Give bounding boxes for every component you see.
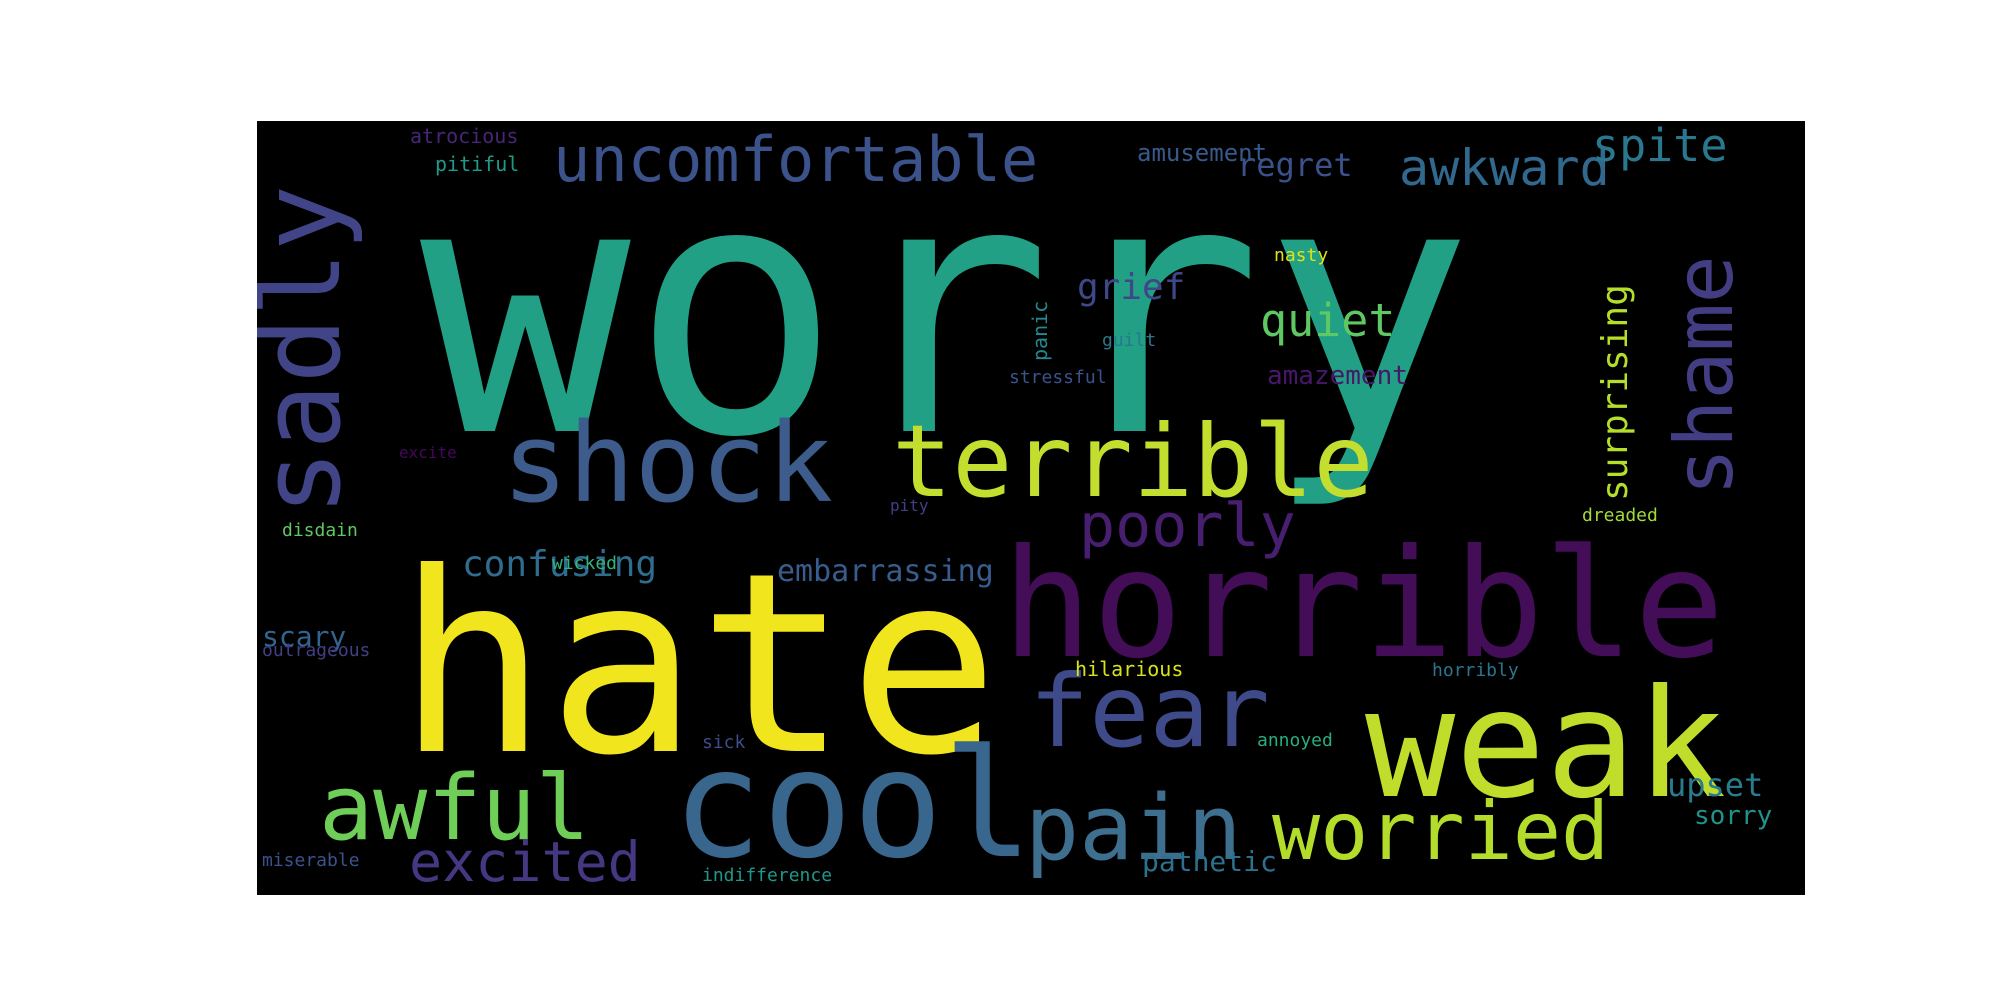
cloud-word-pain: pain bbox=[1025, 776, 1242, 881]
cloud-word-quiet: quiet bbox=[1260, 294, 1395, 347]
cloud-word-outrageous: outrageous bbox=[262, 640, 370, 661]
cloud-word-fear: fear bbox=[1029, 653, 1270, 770]
cloud-word-pitiful: pitiful bbox=[435, 152, 519, 176]
cloud-word-nasty: nasty bbox=[1274, 245, 1328, 266]
cloud-word-miserable: miserable bbox=[262, 850, 360, 871]
cloud-word-sick: sick bbox=[702, 732, 746, 753]
cloud-word-guilt: guilt bbox=[1102, 330, 1156, 351]
cloud-word-awful: awful bbox=[319, 756, 590, 861]
cloud-word-hate: hate bbox=[397, 519, 999, 810]
cloud-word-awkward: awkward bbox=[1399, 139, 1610, 197]
cloud-word-excite: excite bbox=[399, 443, 457, 462]
cloud-word-pathetic: pathetic bbox=[1142, 845, 1277, 878]
cloud-word-confusing: confusing bbox=[462, 544, 657, 585]
cloud-word-annoyed: annoyed bbox=[1257, 730, 1333, 751]
word-cloud: worry hate horrible cool weak shock terrible sa… bbox=[257, 121, 1805, 895]
cloud-word-hilarious: hilarious bbox=[1075, 657, 1183, 681]
cloud-word-wicked: wicked bbox=[552, 553, 617, 574]
cloud-word-sadly: sadly bbox=[257, 185, 365, 516]
cloud-word-poorly: poorly bbox=[1079, 491, 1296, 561]
cloud-word-regret: regret bbox=[1237, 146, 1353, 184]
cloud-word-cool: cool bbox=[672, 718, 1033, 892]
cloud-word-weak: weak bbox=[1365, 658, 1726, 832]
cloud-word-embarrassing: embarrassing bbox=[777, 554, 994, 589]
cloud-word-surprising: surprising bbox=[1595, 284, 1636, 501]
cloud-word-horrible: horrible bbox=[1002, 518, 1724, 692]
cloud-word-upset: upset bbox=[1667, 766, 1763, 804]
cloud-word-stressful: stressful bbox=[1009, 367, 1107, 388]
cloud-word-disdain: disdain bbox=[282, 520, 358, 541]
cloud-word-indifference: indifference bbox=[702, 865, 832, 886]
cloud-word-excited: excited bbox=[409, 830, 641, 894]
cloud-word-sorry: sorry bbox=[1694, 801, 1772, 831]
cloud-word-shock: shock bbox=[502, 399, 833, 527]
cloud-word-panic: panic bbox=[1028, 301, 1052, 361]
cloud-word-uncomfortable: uncomfortable bbox=[553, 123, 1038, 196]
cloud-word-worry: worry bbox=[420, 121, 1474, 514]
cloud-word-amazement: amazement bbox=[1267, 361, 1408, 391]
cloud-word-horribly: horribly bbox=[1432, 660, 1519, 681]
cloud-word-amusement: amusement bbox=[1137, 139, 1267, 167]
cloud-word-spite: spite bbox=[1592, 121, 1727, 172]
cloud-word-dreaded: dreaded bbox=[1582, 505, 1658, 526]
cloud-word-terrible: terrible bbox=[892, 403, 1374, 520]
cloud-word-worried: worried bbox=[1272, 785, 1609, 878]
cloud-word-pity: pity bbox=[890, 496, 929, 515]
cloud-word-grief: grief bbox=[1077, 267, 1185, 308]
cloud-word-scary: scary bbox=[262, 620, 346, 653]
cloud-word-shame: shame bbox=[1658, 255, 1751, 496]
cloud-word-atrocious: atrocious bbox=[410, 124, 518, 148]
